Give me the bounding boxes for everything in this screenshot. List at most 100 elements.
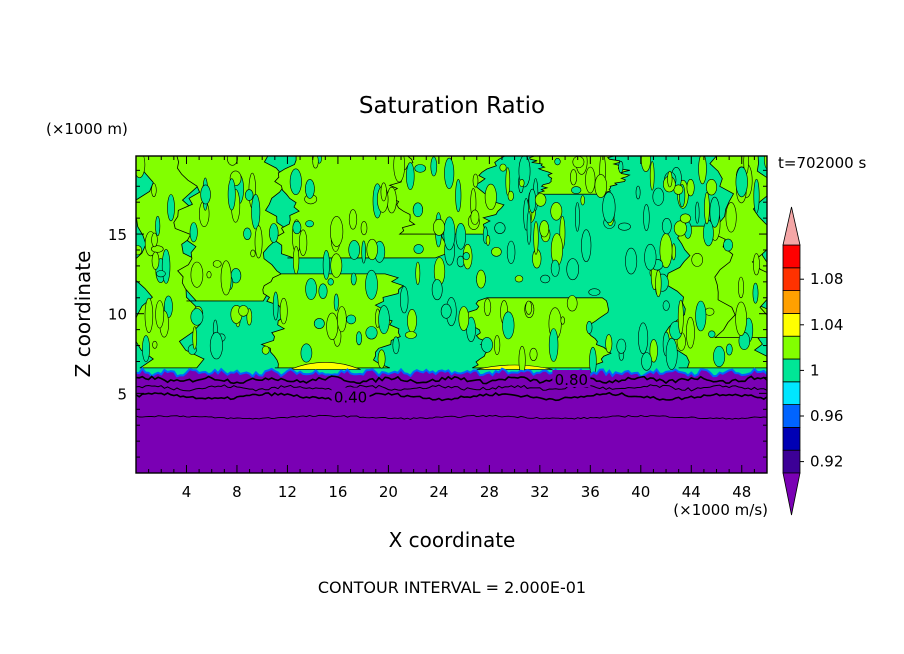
y-axis: 5 10 15 bbox=[108, 169, 767, 458]
texture-contour bbox=[566, 295, 578, 312]
texture-contour bbox=[566, 258, 580, 281]
texture-contour bbox=[505, 167, 511, 196]
texture-contour bbox=[586, 320, 593, 334]
texture-contour bbox=[713, 345, 726, 368]
texture-contour bbox=[142, 335, 150, 363]
contour-label: 0.80 bbox=[555, 371, 588, 389]
texture-contour bbox=[483, 298, 492, 317]
texture-contour bbox=[661, 218, 672, 235]
x-tick-label: 44 bbox=[682, 483, 701, 501]
texture-contour bbox=[735, 166, 748, 198]
texture-contour bbox=[735, 301, 747, 336]
texture-contour bbox=[326, 312, 339, 340]
texture-contour bbox=[380, 182, 387, 202]
texture-contour bbox=[238, 305, 249, 317]
texture-contour bbox=[365, 326, 378, 340]
contour-line-040 bbox=[136, 391, 767, 402]
x-tick-label: 36 bbox=[581, 483, 600, 501]
supersaturated-patch bbox=[708, 156, 767, 339]
layer-edge-contour bbox=[136, 366, 767, 379]
texture-contour bbox=[539, 220, 550, 238]
texture-contour bbox=[585, 166, 596, 194]
texture-contour bbox=[289, 168, 302, 195]
contour-labels: 0.40 0.80 bbox=[331, 370, 591, 407]
texture-contour bbox=[605, 334, 613, 353]
texture-contour bbox=[378, 305, 390, 335]
texture-contour bbox=[431, 279, 443, 301]
texture-contour bbox=[406, 162, 415, 190]
texture-contour bbox=[550, 259, 560, 277]
y-axis-label: Z coordinate bbox=[71, 251, 95, 378]
texture-contour bbox=[415, 261, 421, 285]
texture-contour bbox=[293, 246, 300, 275]
texture-contour bbox=[392, 336, 400, 355]
texture-contour bbox=[737, 276, 744, 299]
texture-contour bbox=[412, 202, 424, 218]
texture-contour bbox=[151, 183, 157, 197]
texture-contour bbox=[312, 156, 319, 169]
texture-contour bbox=[200, 184, 211, 205]
texture-contour bbox=[652, 187, 665, 206]
x-tick-label: 48 bbox=[732, 483, 751, 501]
texture-contour bbox=[299, 229, 308, 256]
texture-contour bbox=[455, 179, 462, 213]
x-tick-label: 24 bbox=[429, 483, 448, 501]
texture-contour bbox=[318, 283, 328, 299]
texture-contour bbox=[638, 322, 649, 355]
texture-contour bbox=[300, 343, 313, 363]
texture-contour bbox=[534, 193, 547, 207]
texture-contour bbox=[667, 170, 673, 188]
texture-contour bbox=[643, 204, 650, 231]
texture-contour bbox=[313, 318, 325, 329]
texture-contour bbox=[695, 201, 700, 224]
contour-line-060 bbox=[136, 384, 767, 392]
texture-contour bbox=[292, 220, 302, 235]
texture-contour bbox=[708, 330, 716, 338]
texture-contour bbox=[346, 314, 357, 325]
texture-contour bbox=[575, 202, 580, 232]
texture-contour bbox=[525, 300, 533, 315]
texture-contour bbox=[227, 156, 238, 166]
texture-contour bbox=[572, 156, 585, 169]
texture-contour bbox=[571, 186, 582, 194]
texture-contour bbox=[588, 288, 601, 296]
texture-contour bbox=[206, 271, 212, 279]
texture-contour bbox=[305, 278, 317, 300]
texture-contour bbox=[677, 299, 684, 335]
texture-contour bbox=[413, 244, 424, 254]
texture-contour bbox=[156, 270, 166, 278]
lower-dry-layer bbox=[136, 367, 767, 473]
texture-contour bbox=[220, 260, 232, 296]
contour-interval-note: CONTOUR INTERVAL = 2.000E-01 bbox=[318, 578, 586, 597]
texture-contour bbox=[698, 156, 707, 185]
texture-contour bbox=[691, 252, 704, 267]
y-tick-label: 10 bbox=[108, 306, 127, 324]
texture-contour bbox=[529, 347, 538, 361]
colorbar-tick-label: 1.04 bbox=[810, 316, 843, 334]
texture-contour bbox=[526, 210, 532, 245]
colorbar-segment bbox=[782, 381, 801, 405]
colorbar-segment bbox=[782, 404, 801, 428]
texture-contour bbox=[366, 238, 378, 261]
texture-contour bbox=[581, 229, 592, 262]
texture-contour bbox=[476, 269, 486, 289]
texture-contour bbox=[679, 213, 691, 224]
texture-contour bbox=[269, 223, 279, 243]
texture-contour bbox=[189, 222, 198, 243]
texture-contour bbox=[686, 316, 695, 349]
texture-contour bbox=[161, 248, 171, 284]
texture-contour bbox=[400, 286, 409, 314]
texture-contour bbox=[494, 335, 501, 355]
texture-contour bbox=[365, 269, 378, 300]
x-tick-label: 4 bbox=[182, 483, 192, 501]
texture-contour bbox=[507, 190, 514, 201]
time-label: t=702000 s bbox=[778, 154, 866, 172]
texture-contour bbox=[649, 339, 658, 363]
texture-contour bbox=[554, 158, 561, 166]
texture-contour bbox=[360, 221, 368, 236]
x-tick-label: 12 bbox=[278, 483, 297, 501]
colorbar-tick-label: 1.08 bbox=[810, 270, 843, 288]
plot-area bbox=[136, 156, 767, 473]
texture-contour bbox=[336, 306, 347, 333]
texture-contour bbox=[753, 253, 760, 276]
